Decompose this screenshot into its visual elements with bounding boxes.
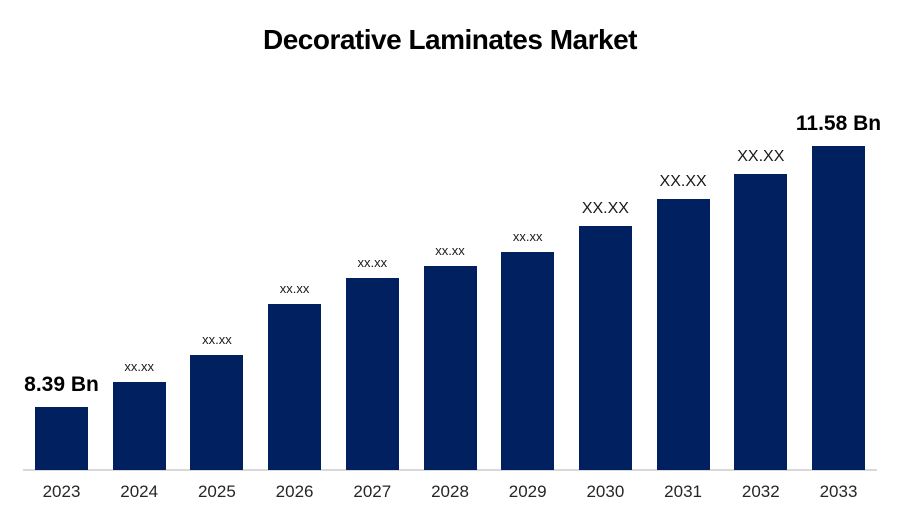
bar-value-label-2025: xx.xx bbox=[202, 332, 232, 347]
x-axis-tick-2027: 2027 bbox=[353, 482, 392, 501]
bar-value-label-2027: xx.xx bbox=[357, 255, 388, 270]
bar-value-label-2028: xx.xx bbox=[435, 243, 465, 258]
x-axis-tick-2033: 2033 bbox=[819, 482, 858, 501]
bar-2030 bbox=[578, 226, 632, 470]
x-axis-tick-2024: 2024 bbox=[120, 482, 159, 501]
bar-value-label-2024: xx.xx bbox=[124, 359, 154, 374]
bar-2028 bbox=[423, 266, 477, 470]
bar-value-label-2023: 8.39 Bn bbox=[24, 373, 99, 396]
bar-2025 bbox=[190, 355, 244, 470]
bar-value-label-2033: 11.58 Bn bbox=[795, 112, 882, 135]
x-axis-tick-2028: 2028 bbox=[431, 482, 469, 501]
bar-2031 bbox=[656, 199, 710, 470]
bar-value-label-2029: xx.xx bbox=[512, 229, 543, 244]
bar-2027 bbox=[345, 278, 399, 470]
x-axis-tick-2032: 2032 bbox=[741, 482, 780, 501]
bar-value-label-2026: xx.xx bbox=[279, 281, 310, 296]
bar-value-label-2030: XX.XX bbox=[581, 200, 629, 217]
bar-2029 bbox=[501, 252, 555, 470]
x-axis-tick-2025: 2025 bbox=[197, 482, 236, 501]
bar-value-label-2032: XX.XX bbox=[737, 148, 785, 165]
x-axis-tick-2026: 2026 bbox=[275, 482, 314, 501]
x-axis-tick-2030: 2030 bbox=[586, 482, 625, 501]
bar-2026 bbox=[268, 304, 322, 470]
bar-2033 bbox=[812, 146, 865, 470]
bar-value-label-2031: XX.XX bbox=[659, 173, 707, 190]
bar-2023 bbox=[35, 407, 88, 470]
bar-2024 bbox=[112, 382, 166, 470]
x-axis-tick-2031: 2031 bbox=[664, 482, 703, 501]
x-axis-tick-2029: 2029 bbox=[508, 482, 547, 501]
bar-2032 bbox=[734, 174, 788, 470]
x-axis-line bbox=[23, 469, 877, 471]
x-axis-tick-2023: 2023 bbox=[42, 482, 81, 501]
chart-title: Decorative Laminates Market bbox=[262, 24, 638, 55]
